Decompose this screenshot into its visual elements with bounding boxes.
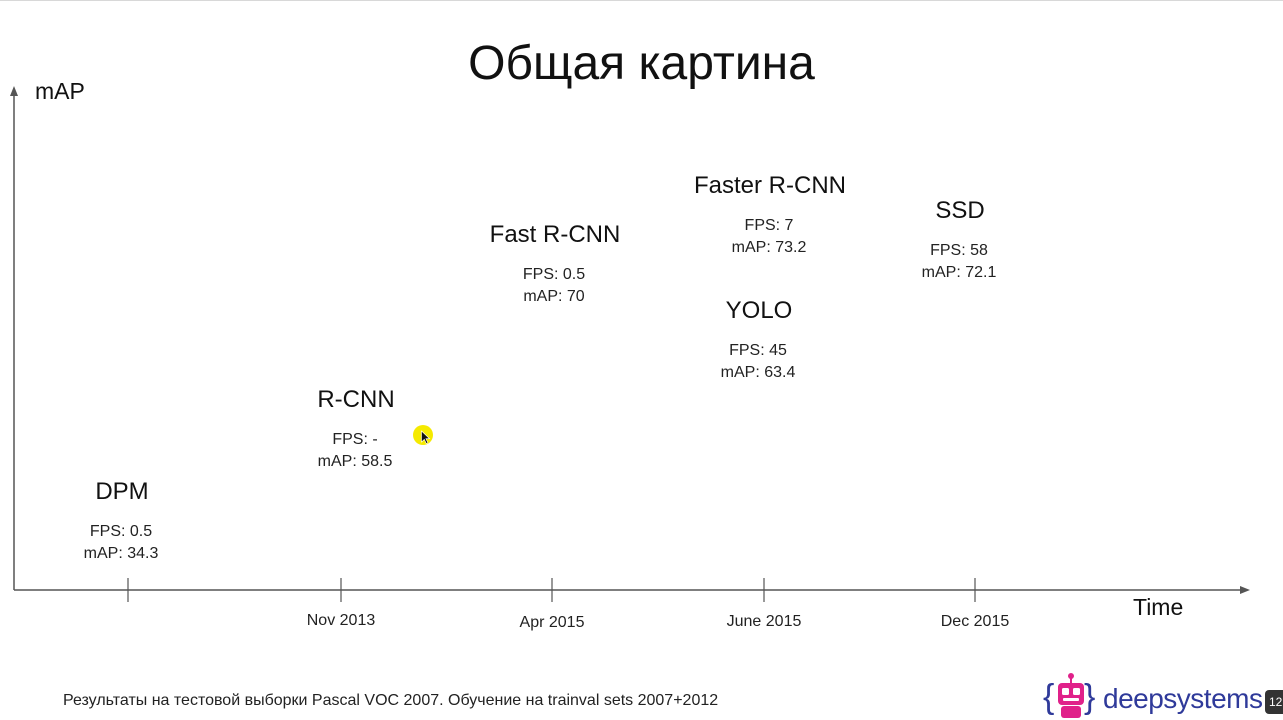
axes: mAP Time [10,78,1250,620]
model-point: SSD FPS: 58 mAP: 72.1 [922,197,997,281]
model-map: mAP: 34.3 [84,545,159,562]
model-map: mAP: 58.5 [318,453,393,470]
model-points: DPM FPS: 0.5 mAP: 34.3 R-CNN FPS: - mAP: 58.5… [84,172,997,562]
robot-logo-icon: { } [1043,673,1095,718]
model-name: Fast R-CNN [490,221,621,248]
model-fps: FPS: 7 [745,217,794,234]
svg-text:{: { [1043,678,1054,716]
model-fps: FPS: 45 [729,342,787,359]
x-ticks: Nov 2013 Apr 2015 June 2015 Dec 2015 [127,578,1010,631]
model-name: YOLO [726,297,793,324]
model-fps: FPS: - [332,431,377,448]
x-tick-label: June 2015 [727,613,802,630]
model-fps: FPS: 58 [930,242,988,259]
top-border [0,0,1283,1]
x-axis-label: Time [1133,594,1183,620]
model-name: Faster R-CNN [694,172,846,199]
model-point: Fast R-CNN FPS: 0.5 mAP: 70 [490,221,621,305]
x-tick-label: Apr 2015 [520,614,585,631]
mouse-pointer-icon [413,425,433,445]
model-point: R-CNN FPS: - mAP: 58.5 [317,386,394,470]
y-axis-arrow [10,86,18,96]
brand-logo: { } deepsystems. [1043,672,1283,720]
brand-name: deepsystems. [1103,683,1270,714]
x-tick-label: Dec 2015 [941,613,1010,630]
cursor-arrow [421,430,431,445]
model-point: Faster R-CNN FPS: 7 mAP: 73.2 [694,172,846,256]
model-map: mAP: 70 [523,288,584,305]
model-map: mAP: 73.2 [732,239,807,256]
model-map: mAP: 63.4 [721,364,796,381]
y-axis-label: mAP [35,78,85,104]
model-map: mAP: 72.1 [922,264,997,281]
model-fps: FPS: 0.5 [90,523,152,540]
svg-text:}: } [1084,678,1095,716]
model-fps: FPS: 0.5 [523,266,585,283]
model-name: DPM [95,478,148,505]
model-name: SSD [935,197,984,224]
time-badge: 12: [1265,690,1283,714]
footer-note: Результаты на тестовой выборки Pascal VO… [63,692,719,709]
x-axis-arrow [1240,586,1250,594]
model-point: YOLO FPS: 45 mAP: 63.4 [721,297,796,381]
x-tick-label: Nov 2013 [307,612,376,629]
page-title: Общая картина [468,37,815,90]
timeline-chart: mAP Time Nov 2013 Apr 2015 June 2015 Dec 20… [10,78,1250,631]
model-point: DPM FPS: 0.5 mAP: 34.3 [84,478,159,562]
model-name: R-CNN [317,386,394,413]
